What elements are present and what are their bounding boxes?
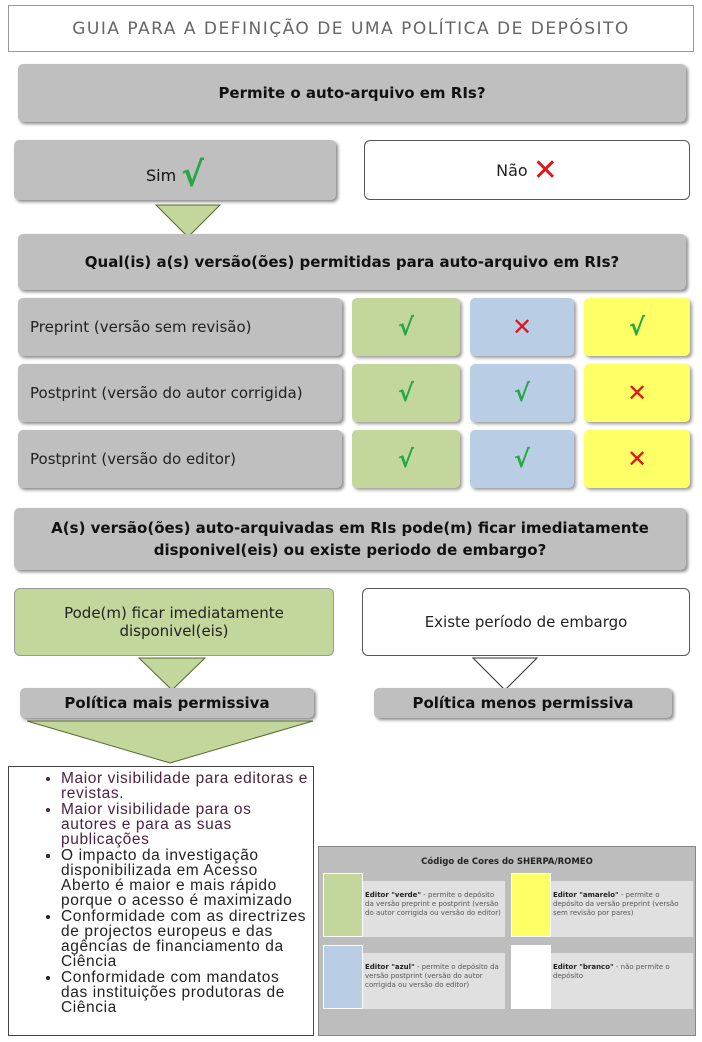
immediate-availability-box: Pode(m) ficar imediatamente disponivel(e… [14,588,334,656]
cell-green: √ [352,430,460,488]
cell-yellow: ✕ [584,364,690,422]
arrow-down-green-icon [138,657,206,691]
cell-yellow: ✕ [584,430,690,488]
answer-no: Não ✕ [364,140,690,200]
legend-item-desc: - permite o depósito da versão preprint … [365,891,501,917]
legend-item-name: Editor "amarelo" [553,891,619,899]
benefit-item: Conformidade com as directrizes de proje… [61,909,309,970]
check-icon: √ [513,445,530,473]
legend-swatch [323,873,363,937]
version-label: Preprint (versão sem revisão) [18,298,342,356]
question-embargo: A(s) versão(ões) auto-arquivadas em RIs … [14,508,686,570]
legend-item-name: Editor "branco" [553,963,614,971]
arrow-down-white-icon [472,657,538,691]
benefit-item: Maior visibilidade para os autores e par… [61,802,309,848]
legend-item-desc: - permite o depósito da versão postprint… [365,963,499,989]
cell-green: √ [352,364,460,422]
policy-more-permissive: Política mais permissiva [20,688,314,718]
version-label: Postprint (versão do autor corrigida) [18,364,342,422]
version-label: Postprint (versão do editor) [18,430,342,488]
embargo-box: Existe período de embargo [362,588,690,656]
cross-icon: ✕ [532,152,558,188]
legend-swatch [323,945,363,1009]
legend-swatch [511,873,551,937]
answer-yes: Sim √ [14,140,336,200]
policy-less-permissive: Política menos permissiva [374,688,672,718]
cell-blue: √ [470,364,574,422]
check-icon: √ [397,445,414,473]
benefit-item: O impacto da investigação disponibilizad… [61,848,309,909]
legend-item-name: Editor "azul" [365,963,415,971]
cross-icon: ✕ [626,379,648,407]
yes-label: Sim [146,165,177,185]
benefits-box: Maior visibilidade para editoras e revis… [8,766,314,1036]
arrow-down-large-green-icon [26,720,314,764]
question-self-archiving: Permite o auto-arquivo em RIs? [18,64,686,122]
page-title: GUIA PARA A DEFINIÇÃO DE UMA POLÍTICA DE… [8,5,694,52]
benefit-item: Conformidade com mandatos das instituiçõ… [61,970,309,1016]
legend-title: Código de Cores do SHERPA/ROMEO [421,857,593,867]
legend-swatch [511,945,551,1009]
color-legend: Código de Cores do SHERPA/ROMEO Editor "… [318,846,696,1036]
arrow-down-green-icon [155,204,221,238]
check-icon: √ [513,379,530,407]
question-versions: Qual(is) a(s) versão(ões) permitidas par… [18,234,686,290]
check-icon: √ [181,155,204,195]
no-label: Não [496,160,528,180]
legend-item-name: Editor "verde" [365,891,422,899]
cell-blue: ✕ [470,298,574,356]
benefit-item: Maior visibilidade para editoras e revis… [61,771,309,802]
check-icon: √ [628,313,645,341]
check-icon: √ [397,313,414,341]
cross-icon: ✕ [626,445,648,473]
cell-yellow: √ [584,298,690,356]
cell-green: √ [352,298,460,356]
cell-blue: √ [470,430,574,488]
cross-icon: ✕ [511,313,533,341]
check-icon: √ [397,379,414,407]
legend-item-desc: - permite o depósito da versão preprint … [553,891,679,917]
legend-item-desc: - não permite o depósito [553,963,670,980]
